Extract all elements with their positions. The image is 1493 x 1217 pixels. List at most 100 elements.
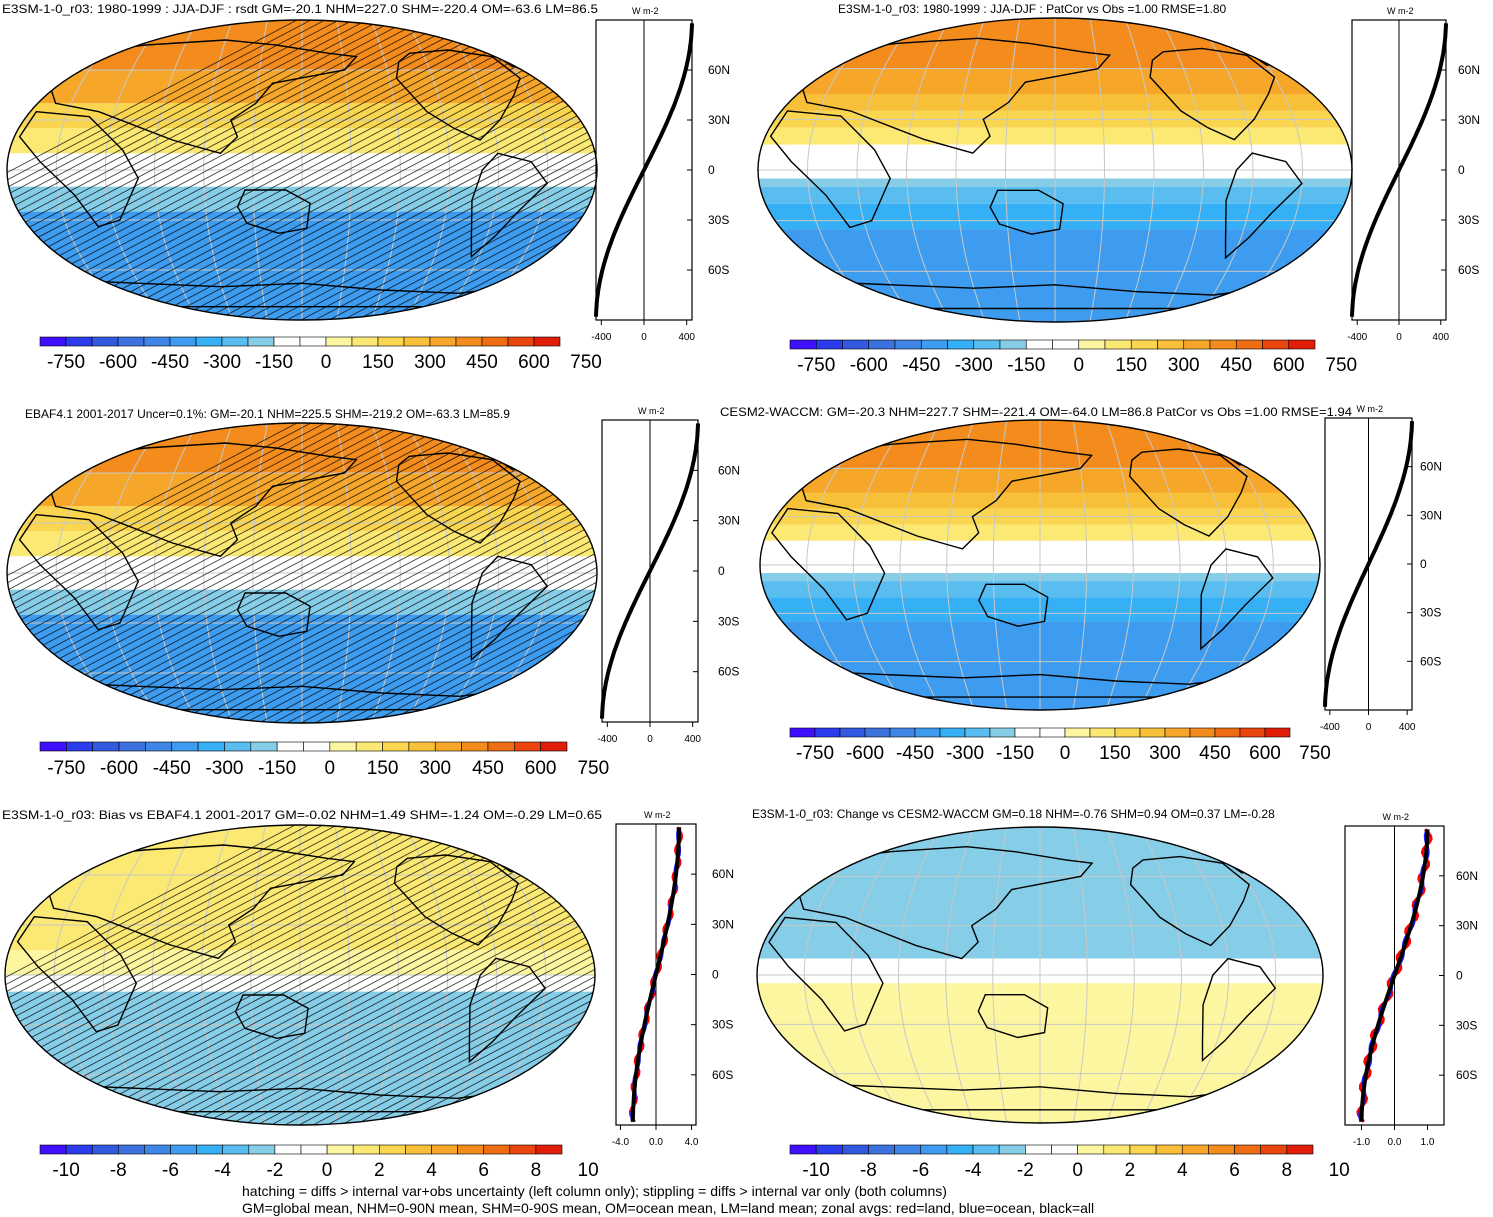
hatch-line xyxy=(230,423,597,723)
y-tick-label: 30N xyxy=(708,113,730,127)
hatch-line xyxy=(412,423,597,723)
colorbar-label: 450 xyxy=(466,352,498,373)
zonal-units: W m-2 xyxy=(1357,404,1384,414)
colorbar-label: 150 xyxy=(367,758,399,779)
colorbar-cell xyxy=(789,339,817,350)
hatch-line xyxy=(5,825,408,1125)
hatch-line xyxy=(132,423,597,723)
colorbar-label: 300 xyxy=(414,352,446,373)
colorbar-cell xyxy=(118,741,146,752)
colorbar-cell xyxy=(65,336,93,347)
panel-title: EBAF4.1 2001-2017 Uncer=0.1%: GM=-20.1 N… xyxy=(25,407,510,421)
colorbar-label: 4 xyxy=(1177,1160,1188,1181)
hatch-line xyxy=(326,825,595,1125)
colorbar-cell xyxy=(533,336,561,347)
zonal-series-all xyxy=(600,423,700,719)
colorbar-cell xyxy=(351,336,379,347)
hatch-line xyxy=(328,20,597,320)
colorbar-cell xyxy=(1262,339,1290,350)
colorbar-cell xyxy=(946,1144,974,1155)
colorbar-cell xyxy=(405,1144,432,1155)
panel-p4: CESM2-WACCM: GM=-20.3 NHM=227.7 SHM=-221… xyxy=(720,404,1442,764)
colorbar-cell xyxy=(1209,339,1237,350)
hatch-line xyxy=(216,423,597,723)
y-tick-label: 30S xyxy=(1420,606,1441,620)
colorbar-cell xyxy=(483,1144,511,1155)
hatch-line xyxy=(5,825,338,1125)
hatch-line xyxy=(242,825,595,1125)
colorbar-label: 0 xyxy=(1072,1160,1083,1181)
hatch-line xyxy=(5,825,478,1125)
coastline xyxy=(59,682,542,711)
colorbar-cell xyxy=(403,336,431,347)
x-tick-label: 400 xyxy=(1399,722,1416,733)
x-tick-label: 1.0 xyxy=(1421,1137,1435,1148)
colorbar-cell xyxy=(300,1144,328,1155)
hatch-line xyxy=(186,825,595,1125)
footer-note: hatching = diffs > internal var+obs unce… xyxy=(242,1183,1302,1217)
colorbar-label: -450 xyxy=(151,352,189,373)
y-tick-label: 60N xyxy=(1456,869,1478,883)
colorbar: -750 -600 -450 -300 -150 0 150 300 450 600 750 xyxy=(39,741,609,779)
colorbar-cell xyxy=(224,741,252,752)
hatch-line xyxy=(174,20,597,320)
hatch-line xyxy=(200,825,595,1125)
colorbar-cell xyxy=(377,336,405,347)
colorbar-label: 0 xyxy=(1060,743,1071,764)
hatch-line xyxy=(7,423,326,723)
colorbar-label: 150 xyxy=(1099,743,1131,764)
colorbar-cell xyxy=(814,727,841,738)
panel-title: E3SM-1-0_r03: 1980-1999 : JJA-DJF : rsdt… xyxy=(2,2,598,16)
colorbar-label: -4 xyxy=(965,1160,982,1181)
y-tick-label: 30N xyxy=(718,514,740,528)
colorbar-label: -450 xyxy=(902,355,940,376)
coastline xyxy=(236,189,311,235)
hatch-line xyxy=(146,20,597,320)
x-tick-label: -4.0 xyxy=(612,1137,630,1148)
colorbar-cell xyxy=(509,1144,537,1155)
hatch-line xyxy=(286,20,597,320)
map xyxy=(758,18,1352,322)
colorbar-cell xyxy=(1039,727,1066,738)
colorbar-cell xyxy=(894,339,922,350)
hatch-line xyxy=(146,423,597,723)
zonal-profile: W m-2 -4.0 0.0 4.0 60N 30N 0 30S 60S xyxy=(612,810,734,1148)
colorbar-cell xyxy=(221,336,249,347)
colorbar-label: -600 xyxy=(100,758,138,779)
hatch-line xyxy=(7,20,326,320)
colorbar-cell xyxy=(197,741,225,752)
coastline xyxy=(46,442,358,558)
colorbar-label: -10 xyxy=(802,1160,829,1181)
zonal-units: W m-2 xyxy=(638,406,665,416)
y-tick-label: 60S xyxy=(712,1068,733,1082)
colorbar-label: 10 xyxy=(578,1160,599,1181)
colorbar-label: 150 xyxy=(1115,355,1147,376)
colorbar: -750 -600 -450 -300 -150 0 150 300 450 600 750 xyxy=(789,339,1357,376)
colorbar-cell xyxy=(1286,1144,1314,1155)
colorbar-cell xyxy=(117,336,145,347)
map-border xyxy=(759,419,1321,711)
hatch-line xyxy=(356,20,597,320)
colorbar-cell xyxy=(434,741,462,752)
colorbar-cell xyxy=(972,1144,1000,1155)
colorbar-cell xyxy=(195,336,223,347)
hatch-line xyxy=(7,423,368,723)
colorbar-cell xyxy=(864,727,891,738)
x-tick-label: 0 xyxy=(641,332,647,343)
hatch-line xyxy=(7,423,396,723)
colorbar-label: 600 xyxy=(518,352,550,373)
panel-title: E3SM-1-0_r03: 1980-1999 : JJA-DJF : PatC… xyxy=(838,2,1227,16)
hatch-line xyxy=(214,825,595,1125)
map xyxy=(757,827,1323,1123)
hatch-line xyxy=(160,20,597,320)
coastline xyxy=(46,39,358,155)
hatch-line xyxy=(5,825,450,1125)
coastline xyxy=(468,957,547,1064)
colorbar-label: 600 xyxy=(1249,743,1281,764)
y-tick-label: 0 xyxy=(718,564,725,578)
hatch-line xyxy=(202,423,597,723)
hatch-line xyxy=(7,423,424,723)
coastline xyxy=(1128,448,1248,537)
colorbar-label: 10 xyxy=(1329,1160,1350,1181)
colorbar-label: -150 xyxy=(1007,355,1045,376)
